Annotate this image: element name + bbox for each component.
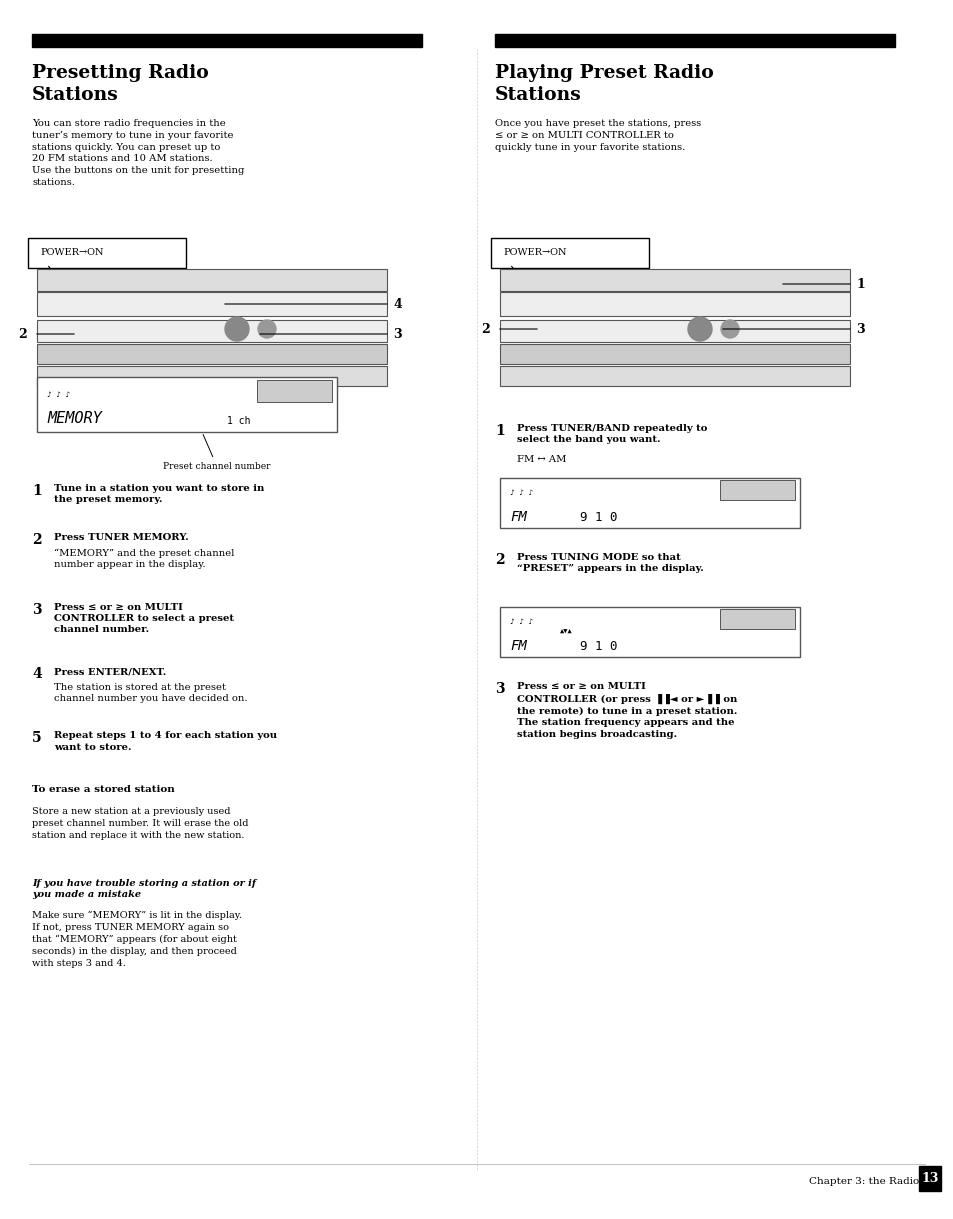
Text: 3: 3 (393, 328, 401, 340)
Circle shape (687, 317, 711, 341)
Bar (499, 607, 800, 657)
Text: POWER→ON: POWER→ON (40, 247, 103, 256)
Text: 4: 4 (32, 667, 42, 681)
Text: The station is stored at the preset
channel number you have decided on.: The station is stored at the preset chan… (54, 683, 247, 703)
Text: 1 ch: 1 ch (227, 416, 251, 425)
Text: ▲▼▲: ▲▼▲ (559, 629, 572, 635)
Text: 4: 4 (393, 297, 401, 311)
Text: POWER→ON: POWER→ON (502, 247, 566, 256)
Text: Press ≤ or ≥ on MULTI
CONTROLLER (or press ▐▐◄ or ►▐▐ on
the remote) to tune in : Press ≤ or ≥ on MULTI CONTROLLER (or pre… (517, 681, 737, 739)
Text: 13: 13 (921, 1171, 938, 1185)
Bar (37, 344, 387, 364)
Bar (918, 1167, 940, 1191)
Text: ♪ ♪ ♪: ♪ ♪ ♪ (510, 488, 533, 497)
Text: 3: 3 (855, 323, 863, 335)
Text: 3: 3 (495, 681, 504, 696)
Text: If you have trouble storing a station or if
you made a mistake: If you have trouble storing a station or… (32, 879, 255, 900)
Text: MEMORY: MEMORY (47, 411, 102, 425)
Text: FM: FM (510, 510, 526, 524)
Text: Press TUNING MODE so that
“PRESET” appears in the display.: Press TUNING MODE so that “PRESET” appea… (517, 553, 703, 573)
Text: 1: 1 (855, 278, 863, 290)
Bar (37, 269, 387, 291)
Text: Chapter 3: the Radio: Chapter 3: the Radio (808, 1178, 918, 1186)
Text: Repeat steps 1 to 4 for each station you
want to store.: Repeat steps 1 to 4 for each station you… (54, 731, 276, 752)
Circle shape (257, 321, 275, 338)
Text: Once you have preset the stations, press
≤ or ≥ on MULTI CONTROLLER to
quickly t: Once you have preset the stations, press… (495, 119, 700, 151)
Bar (499, 293, 849, 316)
Text: 9 1 0: 9 1 0 (579, 511, 617, 524)
Bar (720, 480, 794, 500)
Text: 2: 2 (32, 533, 42, 547)
Text: Press ENTER/NEXT.: Press ENTER/NEXT. (54, 667, 166, 677)
Circle shape (225, 317, 249, 341)
Text: 2: 2 (495, 553, 504, 567)
Text: 5: 5 (32, 731, 42, 746)
Text: ♪ ♪ ♪: ♪ ♪ ♪ (510, 617, 533, 627)
Text: Press ≤ or ≥ on MULTI
CONTROLLER to select a preset
channel number.: Press ≤ or ≥ on MULTI CONTROLLER to sele… (54, 602, 233, 634)
Text: 3: 3 (32, 602, 42, 617)
Bar (37, 321, 387, 343)
Text: ♪ ♪ ♪: ♪ ♪ ♪ (47, 390, 71, 399)
Circle shape (720, 321, 739, 338)
Bar (37, 366, 387, 386)
Text: FM: FM (510, 639, 526, 653)
Text: To erase a stored station: To erase a stored station (32, 785, 174, 795)
Bar (37, 377, 336, 432)
Text: 2: 2 (480, 323, 490, 335)
Text: Playing Preset Radio
Stations: Playing Preset Radio Stations (495, 65, 713, 104)
Text: Press TUNER/BAND repeatedly to
select the band you want.: Press TUNER/BAND repeatedly to select th… (517, 424, 706, 445)
Text: Tune in a station you want to store in
the preset memory.: Tune in a station you want to store in t… (54, 484, 264, 505)
Text: 1: 1 (495, 424, 504, 438)
Bar (256, 380, 332, 402)
Bar (499, 344, 849, 364)
Text: Store a new station at a previously used
preset channel number. It will erase th: Store a new station at a previously used… (32, 807, 248, 840)
Text: FM ↔ AM: FM ↔ AM (517, 455, 566, 464)
Text: 2: 2 (18, 328, 27, 340)
Bar (499, 269, 849, 291)
FancyBboxPatch shape (491, 238, 648, 268)
Bar (495, 34, 894, 48)
Bar (37, 293, 387, 316)
FancyBboxPatch shape (28, 238, 186, 268)
Text: Press TUNER MEMORY.: Press TUNER MEMORY. (54, 533, 189, 542)
Bar (499, 321, 849, 343)
Text: “MEMORY” and the preset channel
number appear in the display.: “MEMORY” and the preset channel number a… (54, 549, 234, 569)
Text: 9 1 0: 9 1 0 (579, 640, 617, 653)
Bar (499, 366, 849, 386)
Text: 1: 1 (32, 484, 42, 499)
Bar (32, 34, 421, 48)
Bar (499, 478, 800, 528)
Text: Preset channel number: Preset channel number (163, 434, 271, 471)
Text: Presetting Radio
Stations: Presetting Radio Stations (32, 65, 209, 104)
Text: You can store radio frequencies in the
tuner’s memory to tune in your favorite
s: You can store radio frequencies in the t… (32, 119, 244, 187)
Text: Make sure “MEMORY” is lit in the display.
If not, press TUNER MEMORY again so
th: Make sure “MEMORY” is lit in the display… (32, 911, 242, 968)
Bar (720, 610, 794, 629)
